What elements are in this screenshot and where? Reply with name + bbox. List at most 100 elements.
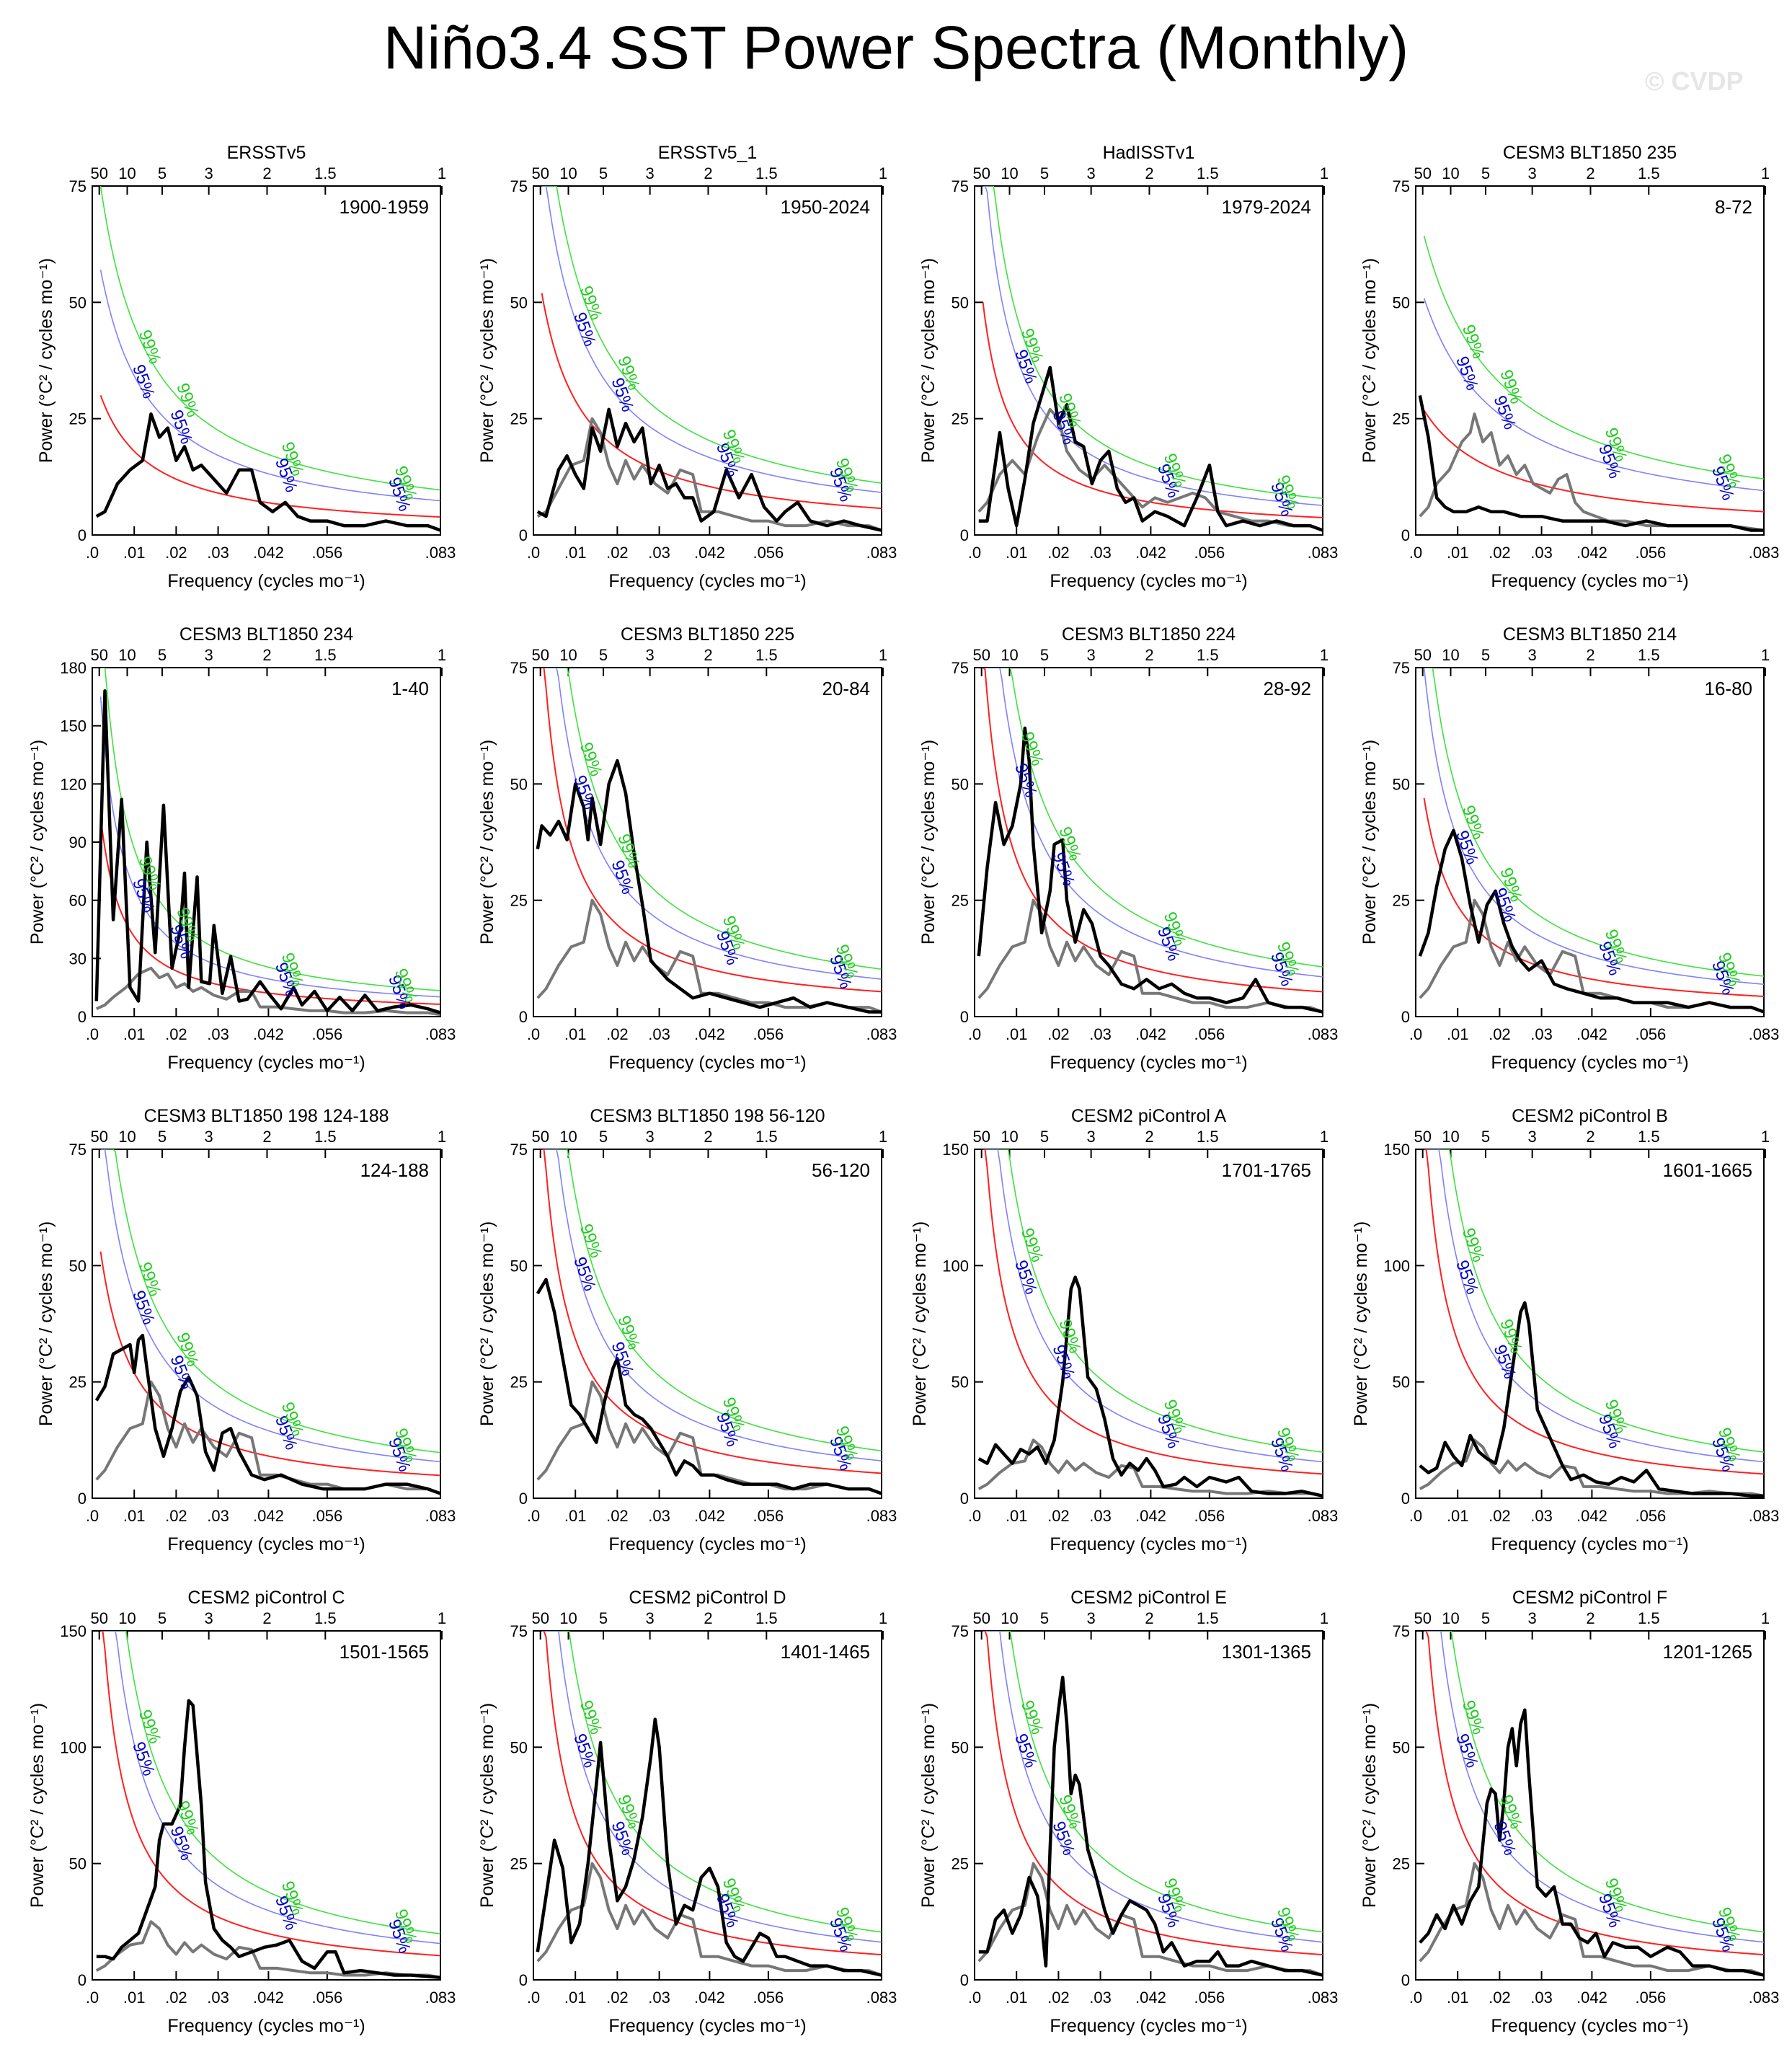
y-tick-label: 75 — [69, 177, 87, 195]
x-tick-label: .0 — [527, 1507, 540, 1525]
x-tick-label: .056 — [1635, 1507, 1666, 1525]
ci99-label: 99% — [1458, 1698, 1489, 1737]
period-tick-label: 50 — [972, 646, 990, 664]
period-tick-label: 2 — [1586, 164, 1594, 182]
period-tick-label: 3 — [1087, 1609, 1096, 1627]
x-tick-label: .056 — [1194, 544, 1225, 562]
x-axis-label: Frequency (cycles mo⁻¹) — [1491, 2016, 1688, 2036]
curves — [536, 668, 882, 1014]
x-tick-label: .02 — [165, 1507, 187, 1525]
x-tick-label: .01 — [564, 544, 587, 562]
ci95-curve — [100, 1631, 440, 1945]
period-tick-label: 1 — [1761, 1128, 1770, 1146]
period-tick-label: 2 — [262, 164, 271, 182]
period-tick-label: 2 — [704, 1128, 712, 1146]
x-tick-label: .083 — [1308, 1025, 1339, 1043]
y-axis-label: Power (°C² / cycles mo⁻¹) — [910, 1221, 930, 1426]
curves — [95, 186, 440, 532]
y-tick-label: 50 — [69, 293, 87, 311]
period-tick-label: 3 — [1087, 646, 1096, 664]
period-label: 1979-2024 — [1222, 196, 1311, 218]
period-tick-label: 2 — [1586, 1609, 1594, 1627]
x-tick-label: .042 — [1135, 1025, 1166, 1043]
x-tick-label: .083 — [1308, 1989, 1339, 2007]
x-tick-label: .083 — [1749, 1507, 1780, 1525]
x-axis-label: Frequency (cycles mo⁻¹) — [608, 1534, 806, 1554]
x-tick-label: .03 — [1530, 1989, 1553, 2007]
period-tick-label: 2 — [1145, 646, 1153, 664]
period-tick-label: 50 — [972, 164, 990, 182]
x-tick-label: .02 — [1047, 1989, 1070, 2007]
period-tick-label: 1 — [879, 646, 887, 664]
period-tick-label: 5 — [1481, 1609, 1490, 1627]
period-label: 1401-1465 — [781, 1641, 870, 1663]
x-tick-label: .03 — [207, 1989, 229, 2007]
x-axis-label: Frequency (cycles mo⁻¹) — [608, 2016, 806, 2036]
period-tick-label: 10 — [559, 646, 577, 664]
y-tick-label: 50 — [952, 775, 969, 793]
period-tick-label: 5 — [158, 646, 167, 664]
y-tick-label: 100 — [942, 1257, 969, 1275]
x-tick-label: .01 — [564, 1989, 587, 2007]
ci95-label: 95% — [1011, 761, 1041, 800]
y-tick-label: 50 — [69, 1855, 87, 1873]
y-tick-label: 0 — [960, 1490, 969, 1508]
period-label: 1601-1665 — [1663, 1159, 1752, 1181]
reference-spectrum — [536, 1380, 882, 1495]
period-tick-label: 1.5 — [1197, 1609, 1219, 1627]
period-tick-label: 1.5 — [1638, 646, 1660, 664]
panel-title: CESM3 BLT1850 234 — [179, 624, 353, 645]
panel-title: CESM2 piControl F — [1512, 1588, 1667, 1608]
red-noise-curve — [541, 1631, 882, 1956]
period-tick-label: 3 — [1528, 1609, 1537, 1627]
x-tick-label: .03 — [1089, 1989, 1112, 2007]
x-tick-label: .02 — [165, 1025, 187, 1043]
ci99-label: 99% — [135, 327, 165, 366]
period-tick-label: 50 — [972, 1609, 990, 1627]
spectrum-panel-3: HadISSTv1 1979-2024 .0 .01 .02 .03 .042 .056 .08… — [918, 143, 1338, 591]
period-tick-label: 1.5 — [314, 1128, 337, 1146]
ci99-label: 99% — [576, 740, 606, 779]
x-axis-label: Frequency (cycles mo⁻¹) — [608, 1053, 806, 1073]
period-tick-label: 1.5 — [314, 646, 337, 664]
reference-spectrum — [977, 1862, 1323, 1977]
period-tick-label: 1.5 — [755, 1609, 778, 1627]
period-tick-label: 2 — [1145, 1128, 1153, 1146]
x-tick-label: .056 — [753, 544, 784, 562]
spectrum-panel-5: CESM3 BLT1850 234 1-40 .0 .01 .02 .03 .042 .056… — [27, 624, 456, 1073]
ci99-curve — [1424, 668, 1764, 977]
period-label: 28-92 — [1264, 678, 1312, 699]
x-tick-label: .042 — [694, 1989, 725, 2007]
x-tick-label: .042 — [1135, 1989, 1166, 2007]
period-tick-label: 3 — [1087, 164, 1096, 182]
period-tick-label: 50 — [972, 1128, 990, 1146]
y-axis-label: Power (°C² / cycles mo⁻¹) — [1351, 1221, 1371, 1426]
spectrum-line — [536, 1717, 882, 1977]
x-tick-label: .0 — [968, 1025, 981, 1043]
ci95-curve — [1423, 668, 1764, 985]
x-tick-label: .0 — [527, 544, 540, 562]
x-tick-label: .042 — [253, 1507, 284, 1525]
x-tick-label: .02 — [606, 1507, 629, 1525]
red-noise-curve — [983, 1149, 1323, 1475]
x-tick-label: .0 — [86, 1507, 99, 1525]
ci99-curve — [100, 1631, 440, 1934]
period-tick-label: 1 — [1761, 164, 1770, 182]
x-tick-label: .01 — [123, 1025, 146, 1043]
period-tick-label: 1.5 — [1638, 164, 1660, 182]
x-tick-label: .03 — [1089, 1507, 1112, 1525]
spectrum-line — [1419, 1708, 1764, 1977]
ci99-label: 99% — [576, 1698, 606, 1737]
red-noise-curve — [541, 668, 882, 993]
y-tick-label: 0 — [519, 526, 528, 544]
x-tick-label: .083 — [1749, 544, 1780, 562]
ci95-curve — [1424, 1149, 1764, 1463]
spectrum-panel-15: CESM2 piControl E 1301-1365 .0 .01 .02 .03 .04… — [918, 1588, 1338, 2036]
period-tick-label: 5 — [599, 164, 608, 182]
ci95-curve — [1423, 298, 1764, 492]
period-tick-label: 3 — [205, 1128, 213, 1146]
x-tick-label: .042 — [253, 1025, 284, 1043]
period-tick-label: 3 — [646, 164, 655, 182]
y-tick-label: 180 — [60, 659, 87, 677]
y-tick-label: 25 — [69, 1373, 87, 1392]
